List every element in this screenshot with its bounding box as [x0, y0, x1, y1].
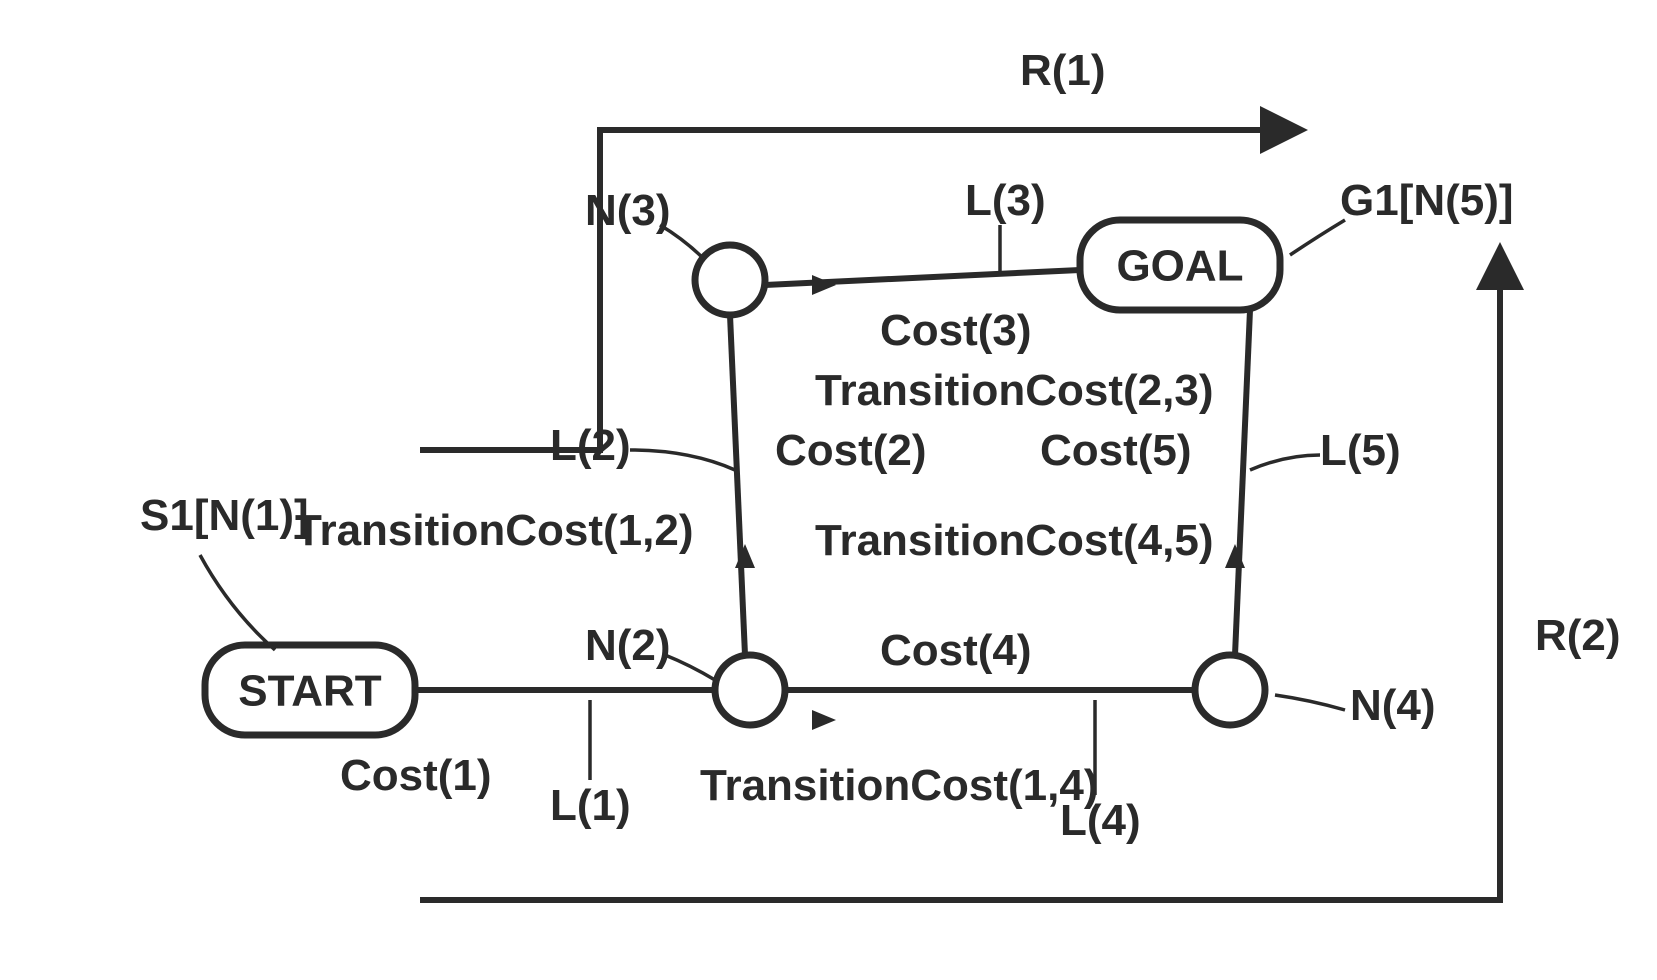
edge-arrow-l3 — [812, 275, 836, 295]
leader-n2l — [665, 655, 715, 680]
label-g1: G1[N(5)] — [1340, 176, 1514, 225]
label-n3l: N(3) — [585, 186, 671, 235]
node-n2 — [715, 655, 785, 725]
node-n4 — [1195, 655, 1265, 725]
label-n2l: N(2) — [585, 621, 671, 670]
edge-l5 — [1235, 310, 1250, 655]
label-c5: Cost(5) — [1040, 426, 1192, 475]
label-n4l: N(4) — [1350, 681, 1436, 730]
node-text-start: START — [238, 666, 382, 715]
label-t12: TransitionCost(1,2) — [295, 506, 694, 555]
leader-g1 — [1290, 220, 1345, 255]
node-n3 — [695, 245, 765, 315]
leader-l5l — [1250, 455, 1320, 470]
route-label-r1: R(1) — [1020, 46, 1106, 95]
label-c1: Cost(1) — [340, 751, 492, 800]
label-l5l: L(5) — [1320, 426, 1401, 475]
label-l2l: L(2) — [550, 421, 631, 470]
label-s1: S1[N(1)] — [140, 491, 309, 540]
route-label-r2: R(2) — [1535, 611, 1621, 660]
leader-l2l — [630, 450, 735, 470]
edge-l2 — [730, 315, 745, 655]
label-c3: Cost(3) — [880, 306, 1032, 355]
label-c2: Cost(2) — [775, 426, 927, 475]
label-t14: TransitionCost(1,4) — [700, 761, 1099, 810]
label-t23: TransitionCost(2,3) — [815, 366, 1214, 415]
leader-n4l — [1275, 695, 1345, 710]
edge-arrow-l4 — [812, 710, 836, 730]
node-text-goal: GOAL — [1116, 241, 1243, 290]
label-l1l: L(1) — [550, 781, 631, 830]
label-c4: Cost(4) — [880, 626, 1032, 675]
label-l3l: L(3) — [965, 176, 1046, 225]
label-t45: TransitionCost(4,5) — [815, 516, 1214, 565]
leader-s1 — [200, 555, 275, 650]
